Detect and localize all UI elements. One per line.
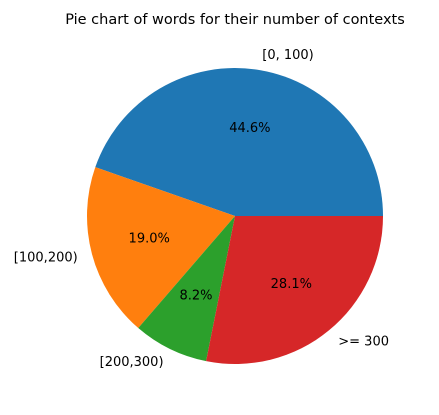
pie-category-label-300: >= 300 [338, 334, 389, 349]
pie-category-label-0-100: [0, 100) [262, 48, 314, 63]
pie-percent-label-1: 44.6% [229, 121, 270, 136]
pie-percent-label-3: 8.2% [180, 288, 213, 303]
chart-title: Pie chart of words for their number of c… [65, 12, 405, 28]
pie-percent-label-2: 19.0% [129, 231, 170, 246]
pie-category-label-200-300: [200,300) [100, 355, 164, 370]
pie-category-label-100-200: [100,200) [14, 251, 78, 266]
pie-percent-label-4: 28.1% [271, 277, 312, 292]
pie-slices [87, 68, 383, 364]
